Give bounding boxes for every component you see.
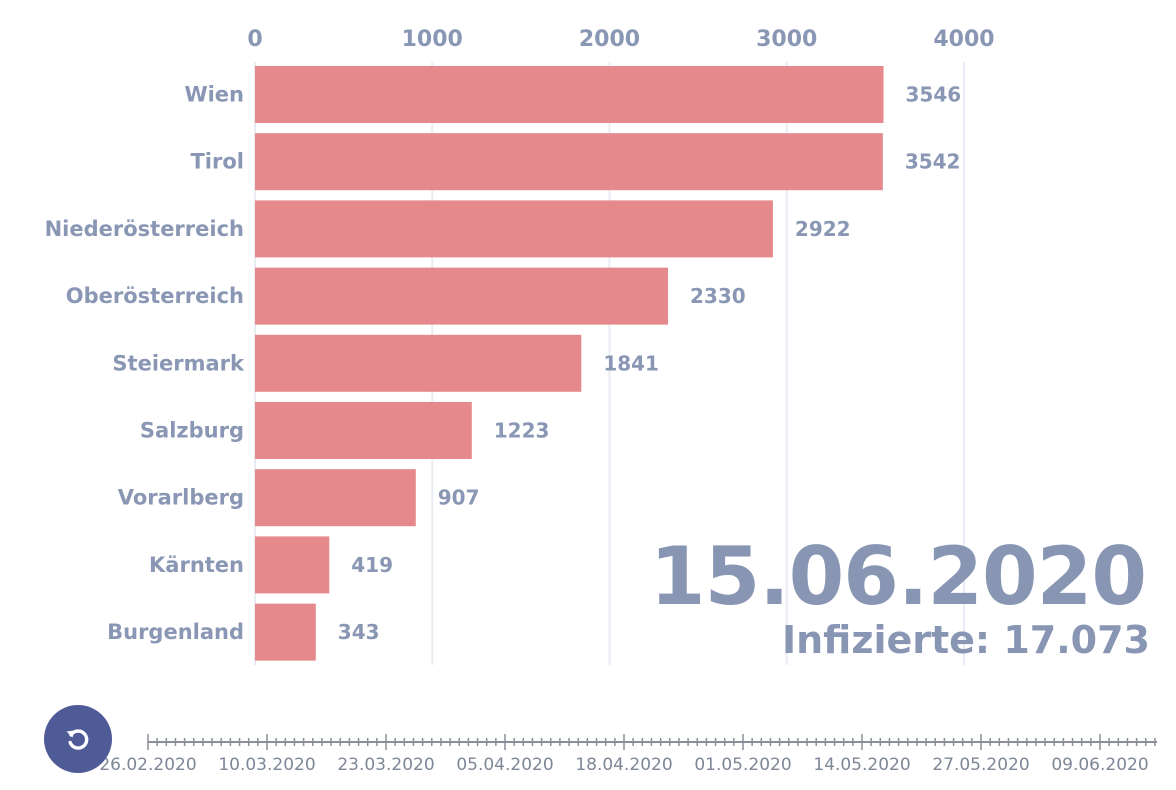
category-label: Burgenland bbox=[107, 620, 244, 644]
bar bbox=[255, 267, 668, 325]
bars bbox=[255, 66, 884, 661]
value-label: 2922 bbox=[795, 217, 851, 241]
category-label: Kärnten bbox=[149, 553, 244, 577]
x-tick-label: 4000 bbox=[933, 27, 994, 52]
bar bbox=[255, 536, 330, 594]
bar bbox=[255, 334, 582, 392]
total-infected-label: Infizierte: 17.073 bbox=[781, 618, 1150, 662]
x-tick-label: 0 bbox=[247, 27, 262, 52]
value-label: 419 bbox=[351, 553, 393, 577]
current-date-label: 15.06.2020 bbox=[649, 530, 1147, 623]
timeline-date-label: 05.04.2020 bbox=[456, 755, 553, 775]
timeline-date-label: 23.03.2020 bbox=[337, 755, 434, 775]
bar bbox=[255, 66, 884, 123]
timeline-date-label: 10.03.2020 bbox=[218, 755, 315, 775]
bar bbox=[255, 200, 773, 258]
bar bbox=[255, 133, 883, 191]
category-label: Niederösterreich bbox=[45, 217, 244, 241]
value-labels: 3546 3542 2922 2330 1841 1223 907 419 343 bbox=[338, 83, 961, 645]
timeline-date-label: 01.05.2020 bbox=[694, 755, 791, 775]
category-label: Wien bbox=[184, 83, 244, 107]
x-tick-label: 2000 bbox=[579, 27, 640, 52]
x-axis-ticks: 0 1000 2000 3000 4000 bbox=[247, 27, 994, 52]
value-label: 1841 bbox=[603, 351, 659, 375]
category-label: Vorarlberg bbox=[118, 486, 244, 510]
category-labels: Wien Tirol Niederösterreich Oberösterreich S… bbox=[45, 83, 245, 645]
bar bbox=[255, 402, 472, 459]
replay-button[interactable] bbox=[44, 705, 112, 773]
bar bbox=[255, 603, 316, 661]
timeline-date-label: 26.02.2020 bbox=[99, 755, 196, 775]
timeline-date-label: 09.06.2020 bbox=[1051, 755, 1148, 775]
timeline-axis[interactable]: 26.02.2020 10.03.2020 23.03.2020 05.04.2020… bbox=[99, 734, 1157, 775]
category-label: Steiermark bbox=[112, 351, 245, 375]
category-label: Oberösterreich bbox=[66, 284, 244, 308]
value-label: 343 bbox=[338, 620, 380, 644]
value-label: 3546 bbox=[906, 83, 962, 107]
timeline-date-label: 27.05.2020 bbox=[932, 755, 1029, 775]
timeline-date-label: 14.05.2020 bbox=[813, 755, 910, 775]
value-label: 3542 bbox=[905, 150, 961, 174]
category-label: Salzburg bbox=[140, 419, 244, 443]
value-label: 907 bbox=[438, 486, 480, 510]
category-label: Tirol bbox=[190, 150, 244, 174]
value-label: 2330 bbox=[690, 284, 746, 308]
value-label: 1223 bbox=[494, 419, 550, 443]
replay-icon bbox=[66, 729, 89, 750]
x-tick-label: 3000 bbox=[756, 27, 817, 52]
bar bbox=[255, 469, 416, 527]
timeline-date-label: 18.04.2020 bbox=[575, 755, 672, 775]
x-tick-label: 1000 bbox=[402, 27, 463, 52]
